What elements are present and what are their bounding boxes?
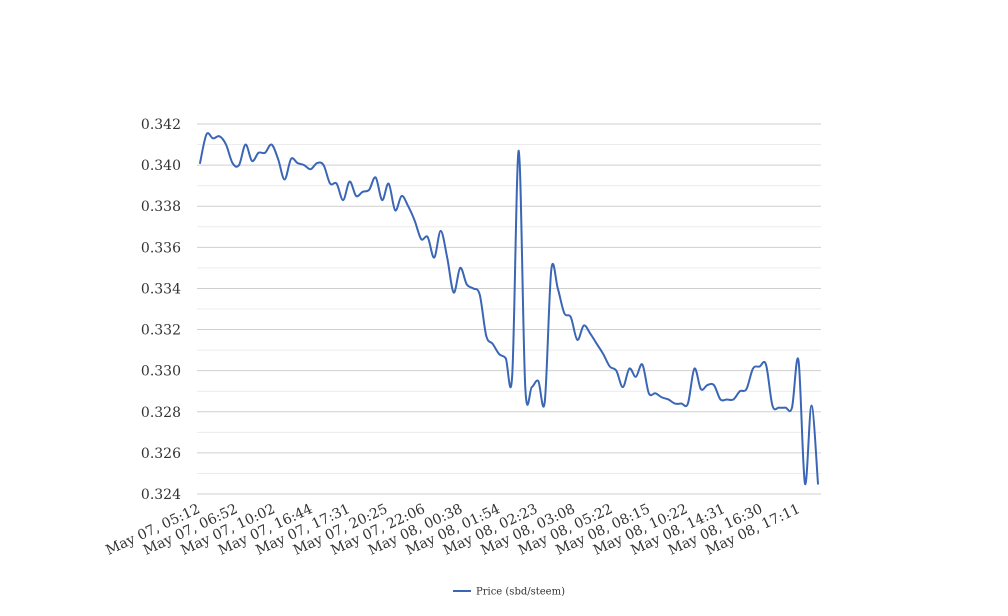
y-tick-label: 0.324 bbox=[141, 487, 181, 503]
y-tick-label: 0.332 bbox=[141, 323, 181, 339]
price-series-line bbox=[199, 132, 819, 485]
y-tick-label: 0.342 bbox=[141, 117, 181, 133]
y-tick-label: 0.328 bbox=[141, 405, 181, 421]
y-tick-label: 0.326 bbox=[141, 446, 181, 462]
y-axis-ticks: 0.342 0.340 0.338 0.336 0.334 0.332 0.330 0.328… bbox=[141, 117, 181, 503]
legend-label: Price (sbd/steem) bbox=[476, 587, 565, 598]
y-tick-label: 0.340 bbox=[141, 158, 181, 174]
legend: Price (sbd/steem) bbox=[453, 587, 565, 598]
y-tick-label: 0.336 bbox=[141, 240, 181, 256]
y-tick-label: 0.338 bbox=[141, 199, 181, 215]
y-tick-label: 0.334 bbox=[141, 281, 181, 297]
gridlines bbox=[197, 123, 821, 495]
y-tick-label: 0.330 bbox=[141, 364, 181, 380]
